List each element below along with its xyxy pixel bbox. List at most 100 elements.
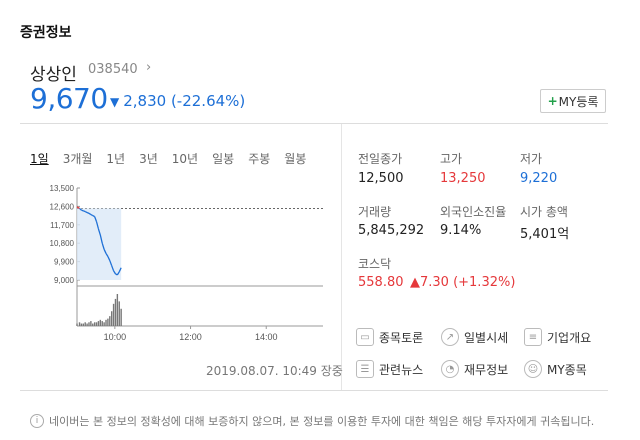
my-register-button[interactable]: + MY등록 [540, 89, 606, 113]
tab-3month[interactable]: 3개월 [62, 152, 93, 166]
tab-monthly[interactable]: 월봉 [284, 152, 307, 166]
prev-close-label: 전일종가 [358, 152, 403, 166]
volume-bar [105, 319, 107, 326]
price-segment [97, 228, 101, 236]
link-my-stocks[interactable]: ☺ MY종목 [524, 360, 587, 378]
price-segment [95, 221, 100, 230]
down-area [77, 208, 122, 280]
info-icon: i [30, 414, 44, 428]
volume-bar [107, 318, 109, 326]
price-segment [84, 210, 88, 214]
section-title: 증권정보 [20, 25, 72, 41]
volume-bar [101, 321, 103, 326]
y-tick-label: 9,900 [54, 258, 75, 267]
price-segment [115, 273, 118, 276]
prev-close-value: 12,500 [358, 171, 404, 186]
x-tick-label: 10:00 [104, 332, 127, 340]
market-cap-value: 5,401억 [520, 227, 570, 242]
price-segment [116, 271, 120, 276]
y-tick-label: 11,700 [50, 221, 74, 230]
link-daily-price[interactable]: ↗ 일별시세 [441, 328, 508, 346]
link-my-stocks-label: MY종목 [547, 362, 587, 377]
y-tick-label: 12,600 [50, 202, 75, 211]
foreign-value: 9.14% [440, 223, 482, 238]
price-segment [76, 206, 80, 209]
volume-bar [93, 322, 96, 326]
foreign-label: 외국인소진율 [440, 205, 507, 219]
price-segment [118, 267, 122, 273]
volume-bar [88, 322, 90, 326]
stock-name[interactable]: 상상인 [30, 65, 77, 85]
volume-bar [116, 294, 119, 326]
tab-1day[interactable]: 1일 [30, 152, 49, 166]
price-segment [101, 243, 105, 250]
price-segment [107, 256, 111, 261]
volume-label: 거래량 [358, 205, 392, 219]
chevron-right-icon[interactable]: › [146, 60, 152, 75]
tab-weekly[interactable]: 주봉 [248, 152, 271, 166]
volume-bar [86, 323, 88, 326]
x-tick-label: 14:00 [255, 332, 278, 340]
person-icon: ☺ [524, 360, 542, 378]
price-segment [113, 270, 117, 275]
stock-code[interactable]: 038540 [88, 62, 138, 77]
volume-bar [109, 316, 111, 326]
price-segment [109, 260, 113, 266]
stock-panel [20, 123, 608, 391]
volume-bar [99, 319, 102, 326]
volume-bar [120, 308, 122, 326]
index-change: ▲7.30 (+1.32%) [410, 275, 516, 290]
price-segment [79, 207, 82, 211]
volume-bar [110, 311, 113, 326]
tab-3year[interactable]: 3년 [139, 152, 158, 166]
news-icon: ☰ [356, 360, 374, 378]
link-discussion[interactable]: ▭ 종목토론 [356, 328, 423, 346]
price-segment [99, 234, 103, 244]
link-news[interactable]: ☰ 관련뉴스 [356, 360, 423, 378]
price-segment [90, 214, 94, 217]
volume-bar [114, 298, 117, 326]
link-company[interactable]: ≡ 기업개요 [524, 328, 591, 346]
volume-bar [84, 322, 86, 326]
tab-1year[interactable]: 1년 [106, 152, 126, 166]
disclaimer: i 네이버는 본 정보의 정확성에 대해 보증하지 않으며, 본 정보를 이용한 … [30, 413, 594, 429]
link-financials[interactable]: ◔ 재무정보 [441, 360, 508, 378]
price-segment [103, 249, 107, 254]
chat-icon: ▭ [356, 328, 374, 346]
volume-bar [97, 321, 100, 326]
price-segment [111, 265, 115, 272]
tab-10year[interactable]: 10년 [171, 152, 199, 166]
y-tick-label: 9,000 [54, 276, 75, 285]
high-label: 고가 [440, 152, 463, 166]
y-tick-label: 13,500 [50, 184, 75, 193]
company-icon: ≡ [524, 328, 542, 346]
volume-bar [103, 322, 105, 326]
volume-value: 5,845,292 [358, 223, 425, 238]
market-cap-label: 시가 총액 [520, 205, 568, 219]
link-company-label: 기업개요 [547, 330, 592, 345]
volume-bar [76, 323, 78, 326]
price-segment [105, 253, 109, 257]
price-segment [92, 215, 95, 218]
price-segment [88, 212, 92, 216]
high-value: 13,250 [440, 171, 486, 186]
volume-bar [118, 301, 120, 326]
link-news-label: 관련뉴스 [379, 362, 424, 377]
pie-icon: ◔ [441, 360, 459, 378]
price-change: ▼ 2,830 (-22.64%) [110, 92, 245, 110]
panel-divider [341, 124, 342, 390]
current-price: 9,670 [30, 82, 108, 115]
period-tabs: 1일 3개월 1년 3년 10년 일봉 주봉 월봉 [30, 150, 306, 167]
index-value: 558.80 [358, 275, 404, 290]
volume-bar [92, 323, 94, 326]
volume-bar [112, 303, 115, 326]
volume-bar [78, 322, 81, 326]
tab-daily[interactable]: 일봉 [212, 152, 235, 166]
price-segment [94, 216, 98, 222]
trend-icon: ↗ [441, 328, 459, 346]
price-segment [86, 211, 90, 214]
link-daily-price-label: 일별시세 [464, 330, 509, 345]
intraday-chart[interactable]: 13,500 12,600 11,700 10,800 9,900 9,000 10:00 1… [30, 180, 330, 340]
volume-bar [82, 323, 85, 326]
price-segment [81, 209, 84, 212]
